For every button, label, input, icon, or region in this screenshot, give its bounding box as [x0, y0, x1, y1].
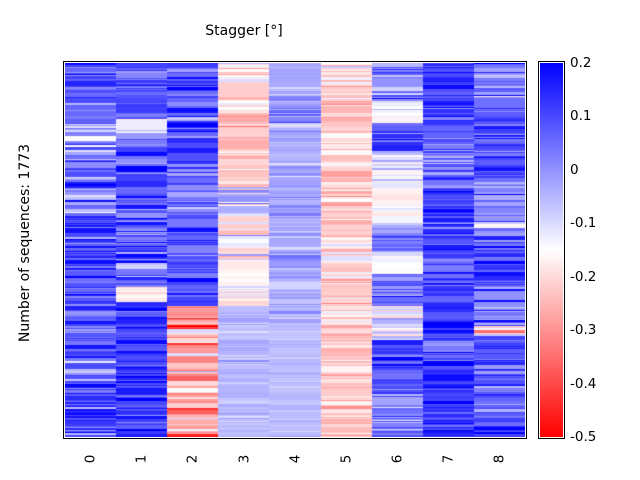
- colorbar-tick-label: -0.5: [570, 429, 597, 445]
- x-tick-text: 2: [184, 454, 201, 464]
- x-tick-text: 4: [287, 454, 303, 464]
- x-tick-label-3: 3: [234, 445, 254, 473]
- chart-title: Stagger [°]: [205, 23, 283, 39]
- y-axis-label-wrap: Number of sequences: 1773: [10, 56, 40, 430]
- colorbar-tick-label: 0: [570, 161, 579, 178]
- x-tick-text: 3: [235, 454, 252, 464]
- x-tick-text: 8: [491, 454, 508, 464]
- colorbar-tick-label: -0.4: [570, 375, 597, 392]
- colorbar-tick-label: -0.1: [570, 215, 597, 232]
- colorbar-tick-label: 0.2: [570, 55, 592, 71]
- x-tick-text: 7: [440, 454, 457, 464]
- heatmap-canvas: [65, 63, 525, 437]
- x-tick-label-7: 7: [438, 445, 458, 473]
- x-tick-text: 1: [133, 454, 150, 464]
- x-tick-label-2: 2: [183, 445, 203, 473]
- colorbar-tick-label: -0.3: [570, 322, 597, 339]
- x-tick-text: 5: [338, 454, 355, 464]
- x-tick-text: 6: [389, 454, 406, 464]
- colorbar-tick-label: -0.2: [570, 268, 597, 285]
- x-tick-label-5: 5: [336, 445, 356, 473]
- x-tick-label-6: 6: [387, 445, 407, 473]
- colorbar-tick-label: 0.1: [570, 108, 592, 125]
- x-tick-label-8: 8: [489, 445, 509, 473]
- x-tick-label-0: 0: [81, 445, 101, 473]
- x-tick-label-4: 4: [285, 445, 305, 473]
- x-tick-text: 0: [82, 454, 99, 464]
- y-axis-label: Number of sequences: 1773: [17, 143, 33, 343]
- x-tick-label-1: 1: [132, 445, 152, 473]
- colorbar-gradient: [540, 63, 563, 437]
